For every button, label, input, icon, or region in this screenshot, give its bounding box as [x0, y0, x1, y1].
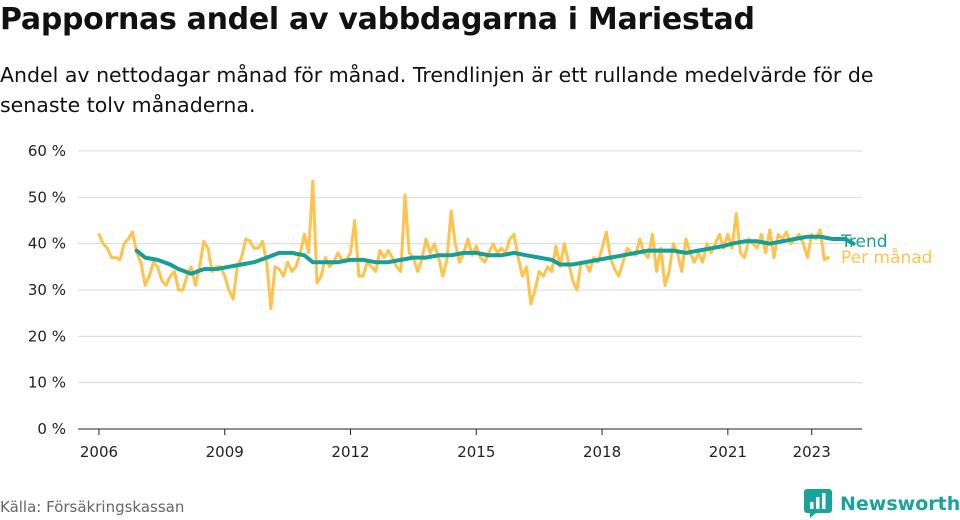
y-tick-label: 40 % [28, 235, 66, 253]
y-tick-label: 60 % [28, 142, 66, 160]
source-note: Källa: Försäkringskassan [0, 498, 185, 516]
x-tick-label: 2015 [457, 443, 495, 461]
brand-name: Newsworthy [840, 493, 960, 515]
series-label-trend: Trend [840, 232, 888, 252]
x-tick-label: 2006 [80, 443, 118, 461]
x-tick-label: 2021 [709, 443, 747, 461]
y-tick-label: 20 % [28, 327, 66, 345]
x-tick-label: 2018 [583, 443, 621, 461]
chart-subtitle: Andel av nettodagar månad för månad. Tre… [0, 63, 874, 117]
x-tick-label: 2009 [206, 443, 244, 461]
y-tick-label: 50 % [28, 188, 66, 206]
y-tick-label: 30 % [28, 281, 66, 299]
x-tick-label: 2023 [793, 443, 831, 461]
x-tick-label: 2012 [331, 443, 369, 461]
y-tick-label: 10 % [28, 374, 66, 392]
bar-chart-bubble-icon [804, 489, 832, 518]
brand-logo: Newsworthy [804, 489, 960, 519]
series-label-per-manad: Per månad [841, 247, 932, 268]
series-line-trend [134, 234, 856, 276]
chart-title: Pappornas andel av vabbdagarna i Mariest… [0, 2, 755, 37]
y-tick-label: 0 % [37, 420, 66, 438]
